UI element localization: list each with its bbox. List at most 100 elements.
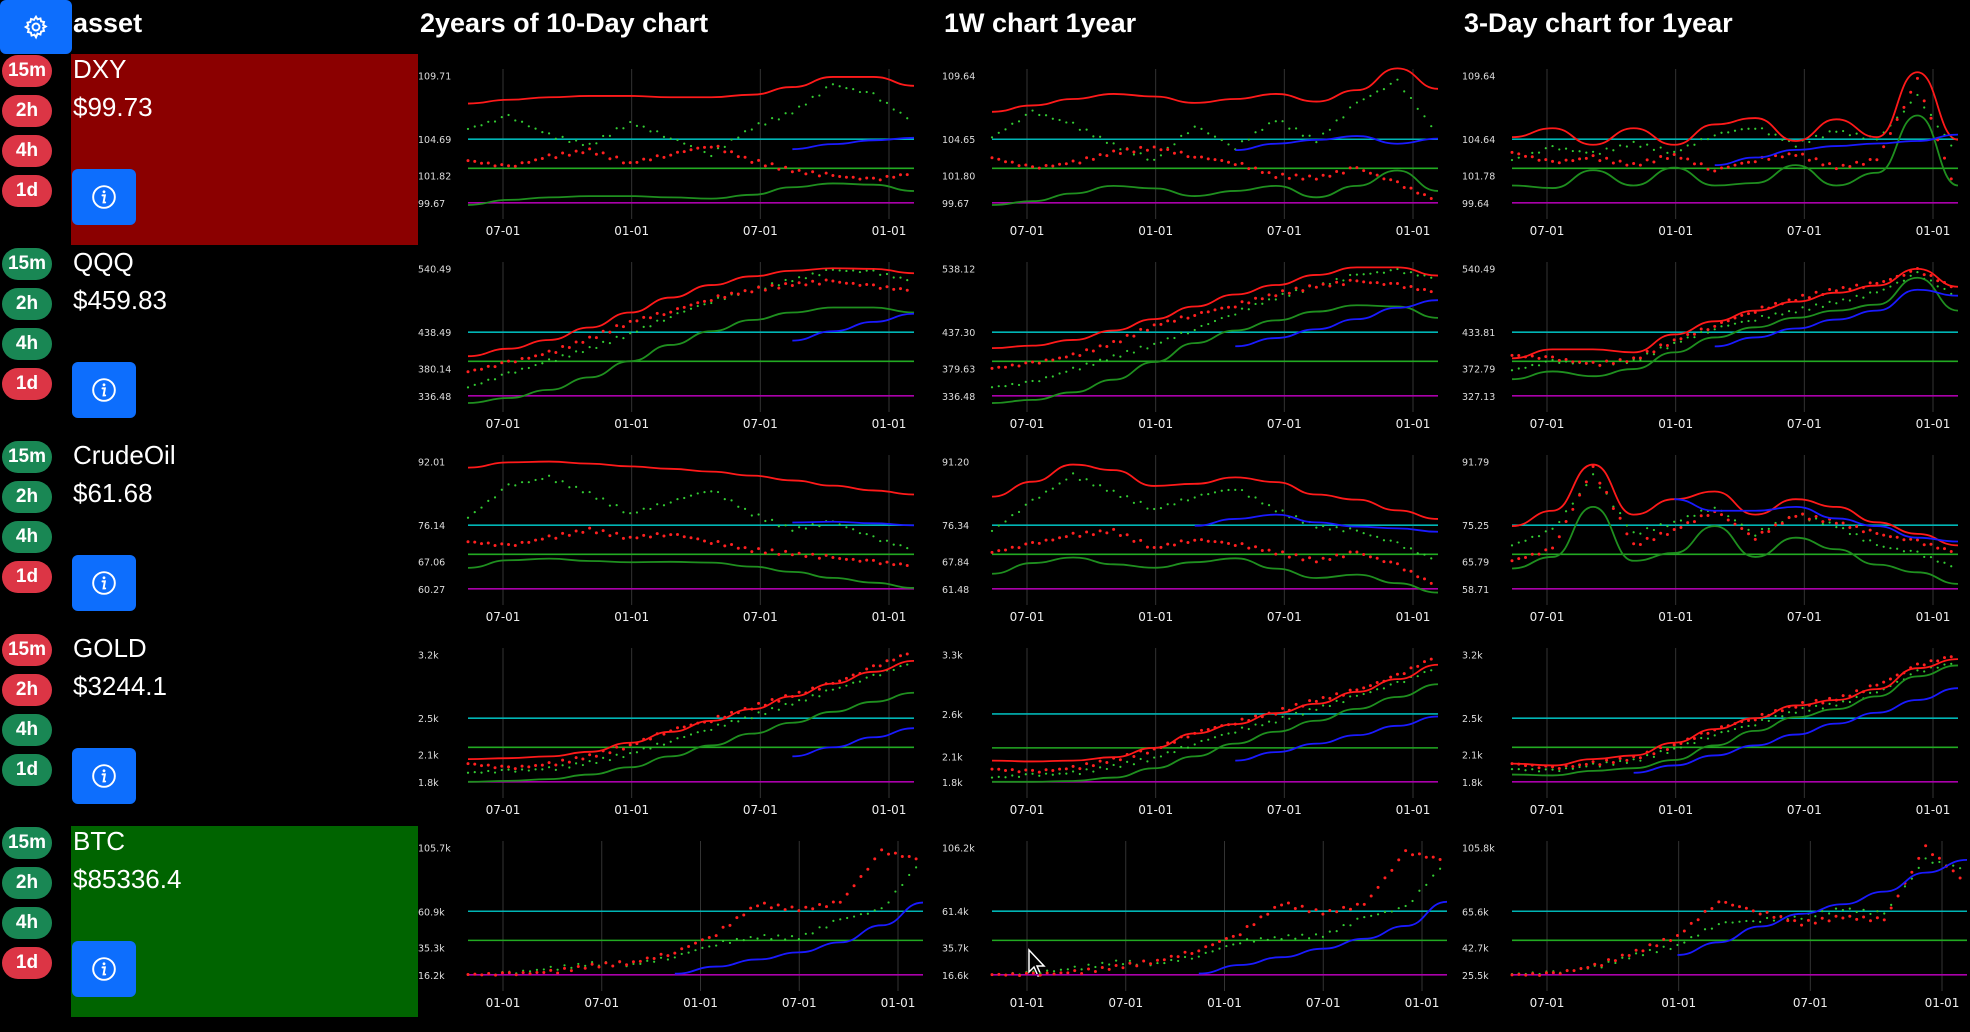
red-data-point <box>480 161 484 165</box>
green-data-point <box>1267 298 1271 301</box>
btc-badge-2h[interactable]: 2h <box>2 867 52 899</box>
y-tick-label: 76.14 <box>418 521 445 532</box>
green-data-point <box>798 276 801 279</box>
red-data-point <box>1183 950 1187 954</box>
btc-badge-4h[interactable]: 4h <box>2 907 52 939</box>
settings-button[interactable] <box>0 0 72 54</box>
green-data-point <box>1686 336 1689 339</box>
green-data-point <box>662 504 666 507</box>
red-data-point <box>486 364 490 368</box>
red-data-point <box>1227 305 1231 309</box>
red-data-point <box>590 962 594 966</box>
crudeoil-badge-15m[interactable]: 15m <box>2 441 52 473</box>
red-data-point <box>1267 171 1271 175</box>
btc-badge-1d[interactable]: 1d <box>2 947 52 979</box>
red-data-point <box>1936 659 1940 663</box>
red-data-point <box>1713 169 1717 173</box>
green-data-point <box>635 330 639 333</box>
green-data-point <box>1585 151 1588 154</box>
green-data-point <box>1862 539 1865 542</box>
upper-band-line <box>991 663 1439 763</box>
dxy-badge-15m[interactable]: 15m <box>2 55 52 87</box>
crudeoil-badge-4h[interactable]: 4h <box>2 521 52 553</box>
chart-qqq-col0: 07-01 01-01 07-01 01-01540.49438.49380.1433… <box>418 262 915 431</box>
red-data-point <box>1071 159 1075 163</box>
gold-badge-15m[interactable]: 15m <box>2 634 52 666</box>
green-data-point <box>1760 527 1764 531</box>
green-data-point <box>1294 515 1298 518</box>
red-data-point <box>1530 354 1534 358</box>
qqq-badge-2h[interactable]: 2h <box>2 288 52 320</box>
qqq-badge-1d[interactable]: 1d <box>2 368 52 400</box>
red-data-point <box>1807 517 1811 521</box>
green-data-point <box>1099 484 1102 487</box>
green-data-point <box>1931 861 1934 864</box>
info-button[interactable] <box>72 748 136 804</box>
green-data-point <box>1288 127 1291 130</box>
crudeoil-badge-1d[interactable]: 1d <box>2 561 52 593</box>
green-data-point <box>1376 913 1380 916</box>
red-data-point <box>662 534 666 538</box>
green-data-point <box>1842 527 1845 530</box>
red-data-point <box>1091 533 1095 537</box>
green-data-point <box>1362 532 1365 535</box>
qqq-badge-4h[interactable]: 4h <box>2 328 52 360</box>
green-data-point <box>1092 363 1095 367</box>
red-data-point <box>1395 282 1399 286</box>
info-button[interactable] <box>72 169 136 225</box>
gold-badge-4h[interactable]: 4h <box>2 714 52 746</box>
red-data-point <box>1537 158 1541 162</box>
gold-badge-1d[interactable]: 1d <box>2 754 52 786</box>
green-data-point <box>577 962 580 966</box>
red-data-point <box>1591 465 1595 469</box>
green-data-point <box>1328 128 1331 131</box>
dxy-badge-2h[interactable]: 2h <box>2 95 52 127</box>
x-tick-label: 07-01 <box>1530 803 1565 817</box>
dxy-badge-1d[interactable]: 1d <box>2 175 52 207</box>
moving-average-line <box>792 312 915 342</box>
red-data-point <box>1584 762 1588 766</box>
green-data-point <box>708 945 711 948</box>
green-data-point <box>1632 758 1635 761</box>
red-data-point <box>1794 154 1798 158</box>
red-data-point <box>576 965 580 969</box>
green-data-point <box>1066 968 1069 971</box>
red-data-point <box>1010 768 1014 772</box>
green-data-point <box>1727 515 1730 518</box>
y-tick-label: 327.13 <box>1462 392 1495 403</box>
red-data-point <box>1314 560 1318 564</box>
red-data-point <box>1679 156 1683 160</box>
green-data-point <box>1432 874 1435 877</box>
green-data-point <box>1745 919 1748 923</box>
green-data-point <box>1916 550 1919 553</box>
info-button[interactable] <box>72 941 136 997</box>
red-data-point <box>1848 914 1852 918</box>
column-title-10day: 2years of 10-Day chart <box>420 8 709 38</box>
crudeoil-badge-2h[interactable]: 2h <box>2 481 52 513</box>
green-data-point <box>493 496 497 499</box>
red-data-point <box>645 956 649 960</box>
red-data-point <box>1902 538 1906 542</box>
qqq-badge-15m[interactable]: 15m <box>2 248 52 280</box>
red-data-point <box>1915 662 1919 666</box>
red-data-point <box>763 164 767 168</box>
y-tick-label: 104.64 <box>1462 135 1495 146</box>
green-data-point <box>804 527 807 530</box>
red-data-point <box>1314 177 1318 181</box>
green-data-point <box>595 142 598 145</box>
gold-badge-2h[interactable]: 2h <box>2 674 52 706</box>
info-button[interactable] <box>72 555 136 611</box>
green-data-point <box>1423 115 1426 118</box>
green-data-point <box>1190 957 1194 960</box>
btc-badge-15m[interactable]: 15m <box>2 827 52 859</box>
dxy-badge-4h[interactable]: 4h <box>2 135 52 167</box>
red-data-point <box>1929 542 1933 546</box>
red-data-point <box>873 857 877 861</box>
red-data-point <box>1740 161 1744 165</box>
red-data-point <box>838 557 842 561</box>
green-data-point <box>547 766 551 769</box>
info-button[interactable] <box>72 362 136 418</box>
green-data-point <box>777 934 780 937</box>
green-data-point <box>1051 375 1054 378</box>
red-data-point <box>1213 158 1217 162</box>
